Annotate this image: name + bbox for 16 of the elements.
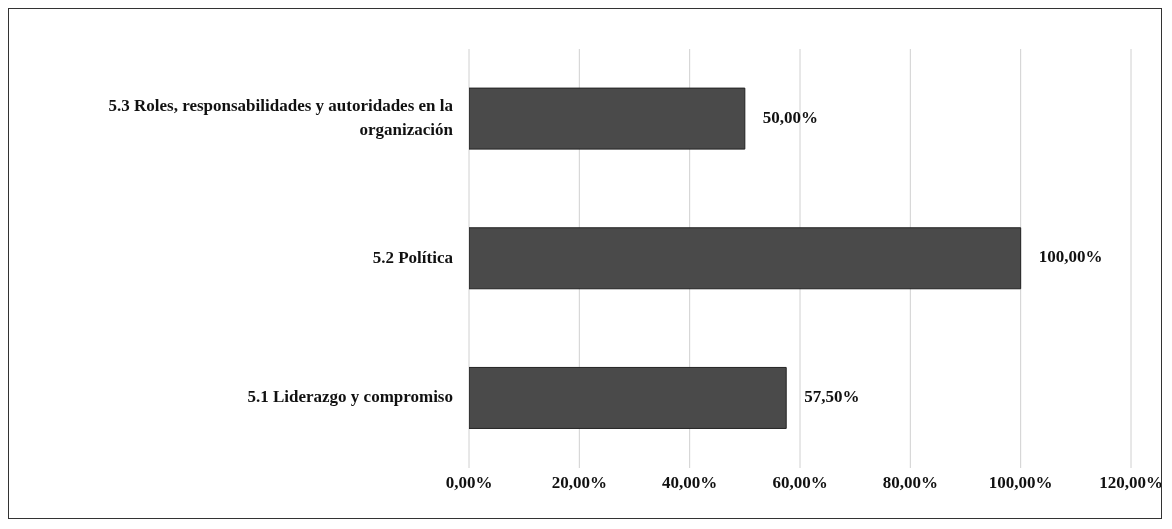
- data-label: 50,00%: [762, 107, 819, 127]
- y-tick-label: 5.2 Política: [372, 247, 454, 267]
- x-tick-label: 120,00%: [1099, 473, 1163, 493]
- x-tick-label: 40,00%: [662, 473, 718, 493]
- x-tick-label: 80,00%: [882, 473, 938, 493]
- bar: [469, 366, 787, 429]
- x-tick-label: 100,00%: [988, 473, 1053, 493]
- x-tick-label: 0,00%: [445, 473, 493, 493]
- y-tick-label: 5.3 Roles, responsabilidades y autoridades en la organización: [108, 95, 454, 139]
- data-label: 57,50%: [804, 386, 860, 406]
- y-tick-label: 5.1 Liderazgo y compromiso: [247, 387, 453, 407]
- bar: [469, 227, 1022, 290]
- data-label: 100,00%: [1038, 247, 1103, 267]
- bar: [469, 87, 746, 150]
- x-tick-label: 20,00%: [551, 473, 607, 493]
- x-tick-label: 60,00%: [772, 473, 828, 493]
